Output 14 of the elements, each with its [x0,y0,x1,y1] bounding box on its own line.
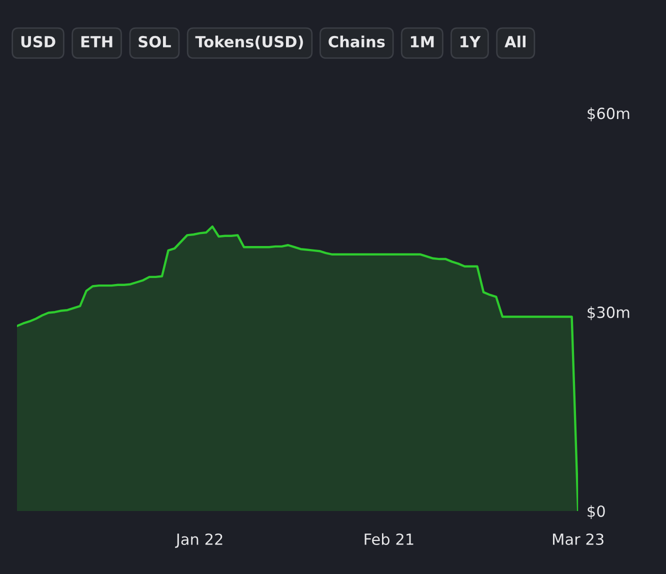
text: Tokens(USD) [195,36,303,50]
text: 1Y [460,36,481,48]
x-tick-label: Feb 21 [364,533,414,546]
text: SOL [138,36,171,48]
x-tick-label: Jan 22 [175,533,222,548]
text: 1M [410,36,434,48]
y-tick-label: $60m [588,107,630,122]
text: ETH [81,36,112,48]
y-tick-label: $30m [588,306,630,320]
text: Chains [328,36,385,48]
x-tick-label: Mar 23 [553,533,604,546]
text: USD [21,36,56,48]
y-tick-label: $0 [588,505,605,520]
text: All [504,36,526,48]
